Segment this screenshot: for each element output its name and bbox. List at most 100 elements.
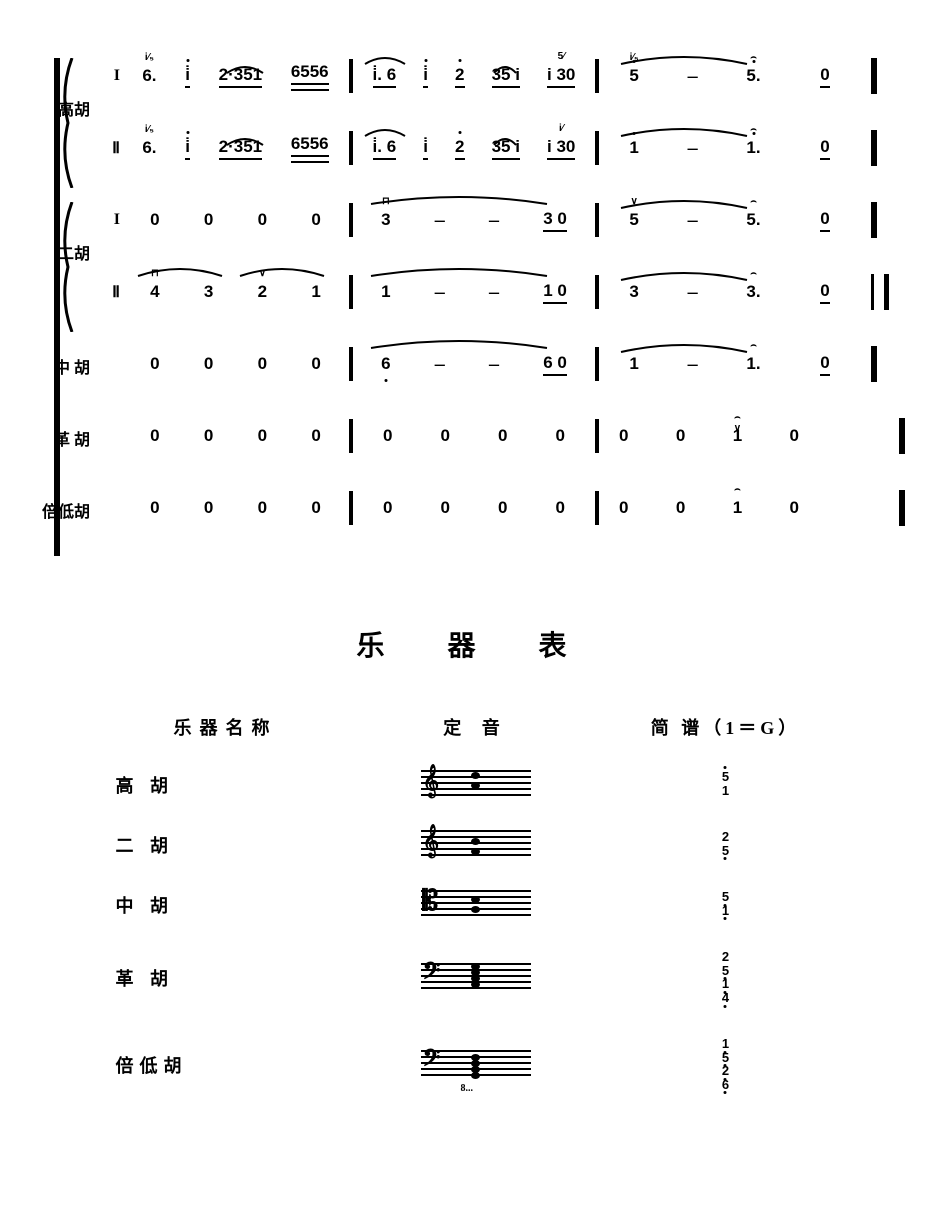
barline [595,491,599,525]
header-tuning: 定 音 [336,714,616,740]
note: ⌢3. [746,282,760,302]
note: ⌢∨1 [733,426,742,446]
dash: – [688,137,698,160]
measure: i⁄₅6. i̇ 2·351 6556 [128,56,343,96]
note: 0 [556,426,565,446]
note: 5⁄i 30 [547,65,575,88]
note: i̇ [423,65,428,88]
note: 0 [790,498,799,518]
mini-staff: 𝄡 [421,890,531,920]
measure: 0 [785,200,865,240]
staff-zhonghu: 中 胡 0 0 0 0 6 – – 6 0 1 – ⌢1. [100,328,921,400]
tuning-cell: 𝄡 [336,890,616,920]
instr-name: 中 胡 [116,892,336,918]
note: ⌢1. [746,138,760,158]
alto-clef-icon: 𝄡 [423,884,439,920]
note: 0 [204,210,213,230]
tuning-cell: 𝄞 [336,770,616,800]
instr-label-zhonghu: 中 胡 [30,354,90,378]
barline-end [899,418,905,454]
note: i⁄₅6. [142,66,156,86]
brace-gaohu [60,58,74,188]
note: ⌢1. [746,354,760,374]
barline-end [871,274,889,310]
tuning-cell: 𝄢 [336,963,616,993]
barline [349,203,353,237]
mini-staff: 𝄢 [421,963,531,993]
note: 2 [455,65,464,88]
note: 3 0 [543,209,567,232]
barline [595,131,599,165]
measure: 0 0 0 0 [128,488,343,528]
jianpu-cell: 1526 [616,1037,836,1094]
instr-label-erhu: 二胡 [30,240,90,264]
table-row: 倍低胡𝄢8...1526 [116,1037,836,1094]
note: 0 [820,65,829,88]
note: 3 [204,282,213,302]
measure: 0 [785,128,865,168]
barline [595,275,599,309]
measure: 0 [785,272,865,312]
barline [595,347,599,381]
note: i⁄₅6. [142,138,156,158]
header-name: 乐器名称 [116,714,336,740]
note: 0 [498,498,507,518]
barline [595,203,599,237]
note: i̇. 6 [373,65,397,88]
note: 0 [150,498,159,518]
measure: i⁄₅6. i̇ 2·351 6556 [128,128,343,168]
note: ⌢5. [746,66,760,86]
note: 35 i [492,65,520,88]
note: i⁄₅5 [629,66,638,86]
note: 0 [311,426,320,446]
note: 0 [676,426,685,446]
mini-staff: 𝄞 [421,830,531,860]
note: 0 [150,426,159,446]
note: 0 [820,281,829,304]
note: 0 [150,354,159,374]
note: 0 [383,426,392,446]
jianpu-cell: 51 [616,770,836,800]
note: ⌢1 [733,498,742,518]
jianpu-cell: 2514 [616,950,836,1007]
note: 0 [619,498,628,518]
measure: 3 – ⌢3. [605,272,785,312]
barline-end [871,58,877,94]
barline-end [899,490,905,526]
note: 0 [441,426,450,446]
note: 1 [629,138,638,158]
note: i̇. 6 [373,137,397,160]
note: 0 [258,210,267,230]
barline [349,59,353,93]
measure: i̇. 6 i̇ 2 35 i 5⁄i 30 [359,56,589,96]
note: 0 [790,426,799,446]
header-jianpu: 简 谱（1＝G） [616,714,836,740]
part-label: I [100,67,120,85]
instrument-table: 乐器名称 定 音 简 谱（1＝G） 高 胡𝄞51二 胡𝄞25中 胡𝄡51革 胡𝄢… [116,714,836,1094]
barline [349,491,353,525]
note: ⊓4 [150,282,159,302]
note: 0 [311,210,320,230]
staff-gaohu-2: Ⅱ i⁄₅6. i̇ 2·351 6556 i̇. 6 i̇ 2 35 i [100,112,921,184]
part-label: I [100,211,120,229]
score-system: 高胡 I i⁄₅6. i̇ 2·351 6556 i̇. 6 i̇ 2 3 [30,40,921,544]
instr-name: 高 胡 [116,772,336,798]
note: 1 [381,282,390,302]
tuning-cell: 𝄢8... [336,1050,616,1080]
staff-erhu-2: Ⅱ ⊓4 3 ∨2 1 1 – – 1 0 3 – [100,256,921,328]
note: 2·351 [219,65,262,88]
brace-erhu [60,202,74,332]
bass-clef-icon: 𝄢 [423,957,441,993]
note: 0 [820,209,829,232]
barline [349,131,353,165]
measure: 1 – – 1 0 [359,272,589,312]
measure: ⊓4 3 ∨2 1 [128,272,343,312]
note: 0 [258,354,267,374]
note: 0 [204,354,213,374]
instr-name: 革 胡 [116,965,336,991]
note: 0 [311,354,320,374]
measure: 1 – ⌢1. [605,128,785,168]
measure: i⁄₅5 – ⌢5. [605,56,785,96]
measure: 0 0 0 0 [128,344,343,384]
measure: 1 – ⌢1. [605,344,785,384]
